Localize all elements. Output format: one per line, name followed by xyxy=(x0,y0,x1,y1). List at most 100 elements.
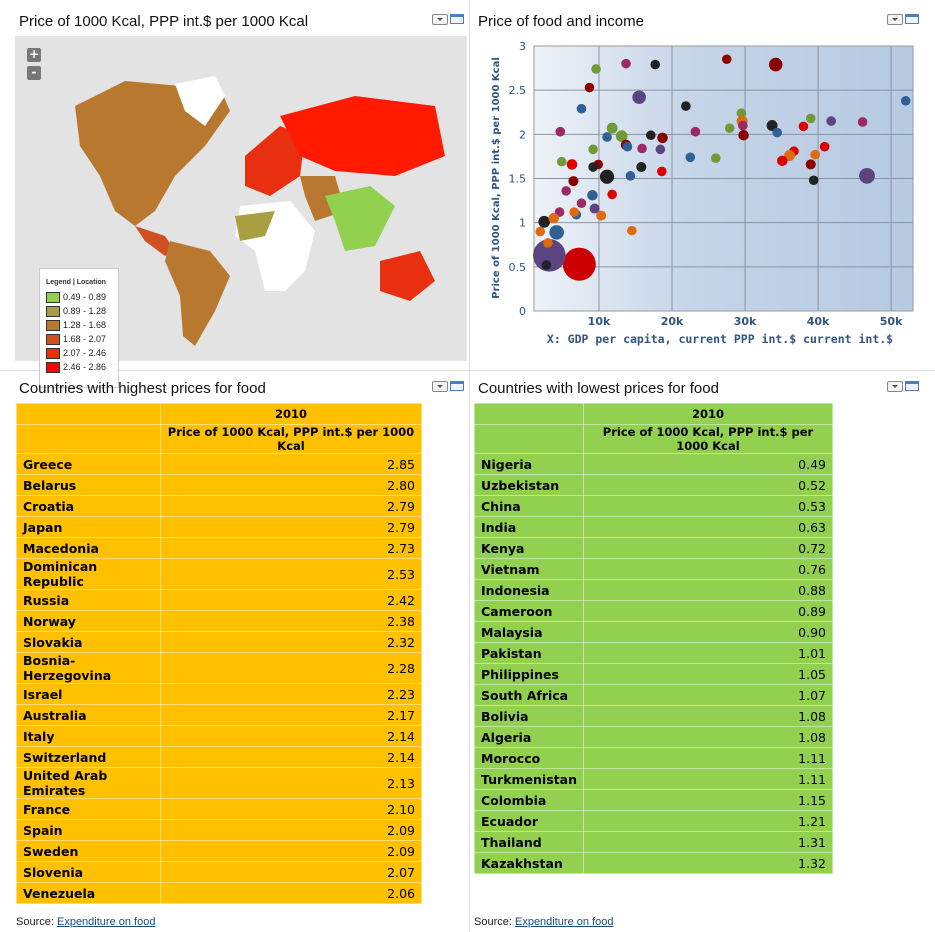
source-link[interactable]: Expenditure on food xyxy=(514,916,614,928)
scatter-point[interactable] xyxy=(555,126,566,137)
table-row: Malaysia 0.90 xyxy=(474,621,834,643)
world-map[interactable]: + - Legend | Location 0.49 - 0.89 0.89 - … xyxy=(15,36,467,388)
scatter-point[interactable] xyxy=(805,159,816,170)
table-row: Switzerland 2.14 xyxy=(16,746,422,768)
scatter-point[interactable] xyxy=(576,103,587,114)
scatter-point[interactable] xyxy=(627,225,637,236)
scatter-point[interactable] xyxy=(622,141,633,152)
scatter-point[interactable] xyxy=(655,144,666,155)
scatter-point[interactable] xyxy=(566,159,578,170)
scatter-point[interactable] xyxy=(738,120,748,131)
scatter-point[interactable] xyxy=(562,247,596,281)
table-row: Cameroon 0.89 xyxy=(474,600,834,622)
scatter-point[interactable] xyxy=(584,82,595,93)
price-cell: 2.80 xyxy=(160,474,422,496)
table-row: Kazakhstan 1.32 xyxy=(474,852,834,874)
scatter-point[interactable] xyxy=(606,122,618,134)
scatter-point[interactable] xyxy=(808,175,819,186)
scatter-point[interactable] xyxy=(569,207,579,217)
russia xyxy=(280,96,445,176)
scatter-point[interactable] xyxy=(588,144,598,155)
maximize-icon[interactable] xyxy=(450,14,464,24)
table-row: Israel 2.23 xyxy=(16,683,422,705)
scatter-point[interactable] xyxy=(798,121,809,132)
table-row: China 0.53 xyxy=(474,495,834,517)
scatter-point[interactable] xyxy=(556,156,567,167)
maximize-icon[interactable] xyxy=(450,381,464,391)
scatter-point[interactable] xyxy=(599,169,615,184)
country-cell: Ecuador xyxy=(474,810,584,832)
scatter-point[interactable] xyxy=(711,153,721,163)
scatter-point[interactable] xyxy=(766,120,778,131)
table-row: Vietnam 0.76 xyxy=(474,558,834,580)
scatter-point[interactable] xyxy=(681,101,691,111)
dropdown-icon[interactable] xyxy=(887,14,903,25)
maximize-icon[interactable] xyxy=(905,381,919,391)
scatter-point[interactable] xyxy=(650,59,661,70)
maximize-icon[interactable] xyxy=(905,14,919,24)
scatter-point[interactable] xyxy=(576,198,587,209)
scatter-point[interactable] xyxy=(615,130,628,142)
scatter-point[interactable] xyxy=(589,203,600,214)
scatter-point[interactable] xyxy=(810,149,820,160)
scatter-point[interactable] xyxy=(549,225,564,240)
scatter-point[interactable] xyxy=(632,90,646,105)
scatter-point[interactable] xyxy=(587,190,598,201)
scatter-point[interactable] xyxy=(535,226,546,237)
scatter-point[interactable] xyxy=(656,166,667,177)
scatter-point[interactable] xyxy=(533,239,566,272)
scatter-chart[interactable]: 10k 20k 30k 40k 50k 0 0.5 1 1.5 2 2.5 3 X: GDP per … xyxy=(470,30,930,360)
scatter-point[interactable] xyxy=(561,186,571,196)
scatter-point[interactable] xyxy=(738,129,749,141)
price-cell: 2.23 xyxy=(160,683,422,705)
zoom-in-button[interactable]: + xyxy=(27,47,41,62)
scatter-point[interactable] xyxy=(625,171,636,181)
year-header: 2010 xyxy=(160,403,422,425)
scatter-point[interactable] xyxy=(859,167,875,184)
scatter-point[interactable] xyxy=(591,64,601,74)
scatter-point[interactable] xyxy=(607,189,617,200)
scatter-point[interactable] xyxy=(548,212,559,224)
source-link[interactable]: Expenditure on food xyxy=(56,916,156,928)
scatter-point[interactable] xyxy=(602,132,612,142)
scatter-point[interactable] xyxy=(596,210,607,221)
country-cell: Greece xyxy=(16,453,161,475)
dropdown-icon[interactable] xyxy=(432,381,448,392)
scatter-point[interactable] xyxy=(690,126,701,137)
scatter-point[interactable] xyxy=(857,117,868,127)
scatter-point[interactable] xyxy=(636,161,647,173)
scatter-point[interactable] xyxy=(777,155,788,167)
scatter-point[interactable] xyxy=(805,113,816,124)
table-row: Nigeria 0.49 xyxy=(474,453,834,475)
scatter-point[interactable] xyxy=(819,141,830,152)
x-tick-label: 10k xyxy=(588,315,611,328)
country-cell: Dominican Republic xyxy=(16,558,161,590)
scatter-point[interactable] xyxy=(621,58,631,69)
scatter-point[interactable] xyxy=(772,127,782,138)
scatter-point[interactable] xyxy=(543,238,553,248)
table-row: Belarus 2.80 xyxy=(16,474,422,496)
scatter-point[interactable] xyxy=(768,57,783,72)
zoom-out-button[interactable]: - xyxy=(27,66,41,80)
scatter-point[interactable] xyxy=(736,108,747,118)
greenland xyxy=(175,76,225,126)
x-tick-label: 40k xyxy=(807,315,830,328)
dropdown-icon[interactable] xyxy=(432,14,448,25)
scatter-point[interactable] xyxy=(657,132,668,144)
scatter-point[interactable] xyxy=(900,95,911,106)
table-row: Croatia 2.79 xyxy=(16,495,422,517)
scatter-point[interactable] xyxy=(685,152,696,163)
legend-item: 2.07 - 2.46 xyxy=(46,346,118,360)
y-axis-label: Price of 1000 Kcal, PPP int.$ per 1000 K… xyxy=(491,57,502,299)
scatter-point[interactable] xyxy=(724,123,735,133)
column-header: Price of 1000 Kcal, PPP int.$ per 1000 K… xyxy=(582,424,834,454)
scatter-point[interactable] xyxy=(721,54,732,65)
scatter-point[interactable] xyxy=(568,176,579,187)
scatter-point[interactable] xyxy=(538,215,551,228)
scatter-point[interactable] xyxy=(588,162,598,172)
scatter-point[interactable] xyxy=(541,260,552,270)
scatter-point[interactable] xyxy=(646,130,656,141)
scatter-point[interactable] xyxy=(637,143,647,154)
scatter-point[interactable] xyxy=(826,116,837,126)
dropdown-icon[interactable] xyxy=(887,381,903,392)
